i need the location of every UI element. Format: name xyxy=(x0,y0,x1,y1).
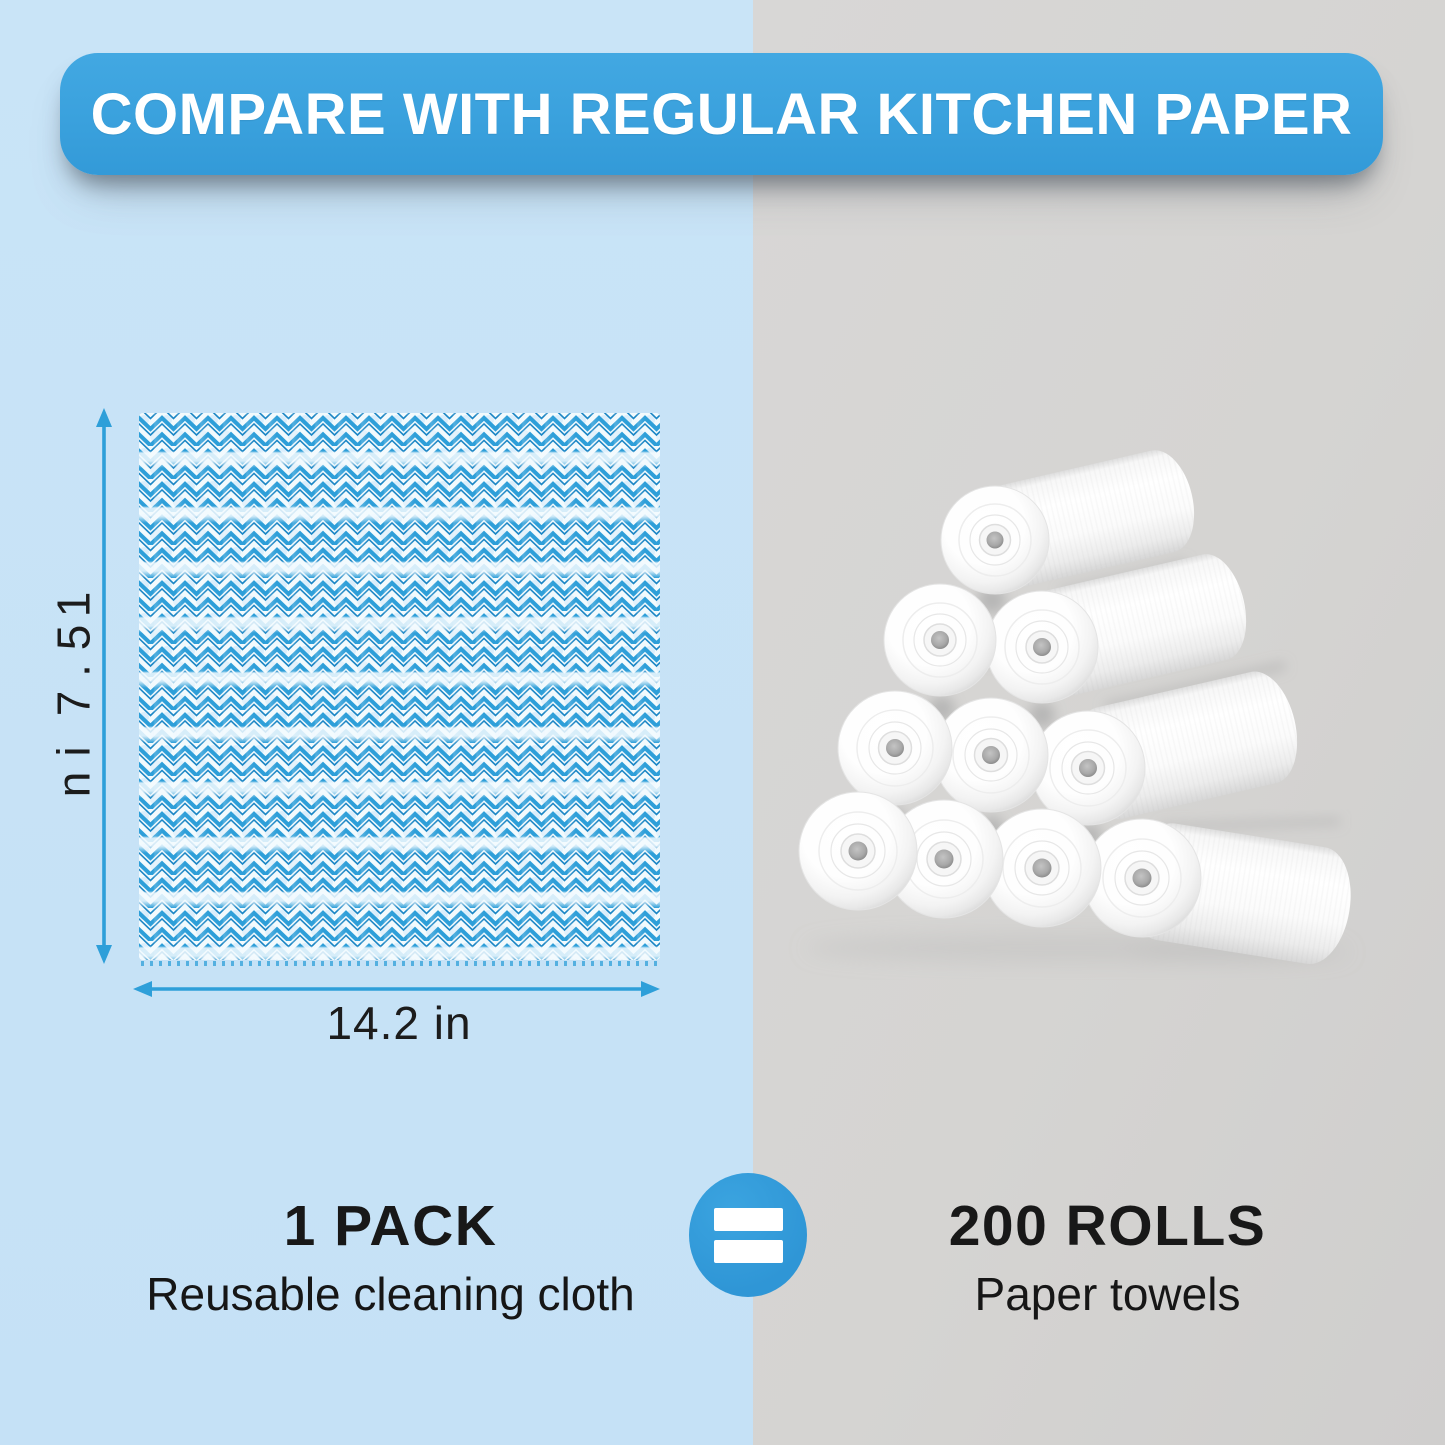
equals-bar-bottom xyxy=(713,1239,783,1263)
width-dimension-arrow xyxy=(133,981,660,997)
paper-roll xyxy=(982,808,1102,928)
rolls-count-subline: Paper towels xyxy=(974,1268,1241,1320)
cloth-caption: 1 PACK Reusable cleaning cloth xyxy=(138,1194,643,1320)
paper-roll xyxy=(798,791,918,911)
rolls-count-headline: 200 ROLLS xyxy=(948,1194,1267,1258)
paper-roll xyxy=(884,799,1004,919)
paper-roll xyxy=(985,554,1247,704)
cloth-pattern xyxy=(139,413,660,960)
paper-roll xyxy=(1082,818,1351,965)
rolls-caption: 200 ROLLS Paper towels xyxy=(855,1194,1360,1320)
header-banner: COMPARE WITH REGULAR KITCHEN PAPER xyxy=(60,53,1383,175)
cloth-swatch xyxy=(139,413,660,966)
paper-roll-stack xyxy=(798,450,1351,965)
equals-badge xyxy=(689,1173,807,1297)
equals-bar-top xyxy=(713,1207,783,1231)
paper-roll xyxy=(837,690,953,806)
paper-roll xyxy=(1030,671,1298,826)
height-dimension-arrow xyxy=(96,408,112,964)
banner-title: COMPARE WITH REGULAR KITCHEN PAPER xyxy=(90,81,1353,147)
cloth-count-headline: 1 PACK xyxy=(283,1194,498,1258)
paper-roll xyxy=(883,583,997,697)
cloth-fringe-edge xyxy=(141,961,658,966)
cloth-count-subline: Reusable cleaning cloth xyxy=(146,1268,635,1320)
cloth-width-label: 14.2 in xyxy=(326,997,472,1049)
paper-roll xyxy=(940,450,1195,595)
